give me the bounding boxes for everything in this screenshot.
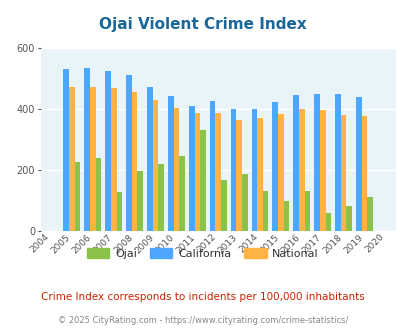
Bar xyxy=(361,115,367,231)
Bar xyxy=(96,158,101,231)
Bar xyxy=(194,113,200,231)
Bar xyxy=(179,156,184,231)
Bar xyxy=(152,100,158,231)
Bar xyxy=(63,69,69,231)
Bar xyxy=(236,120,241,231)
Bar xyxy=(230,109,236,231)
Bar xyxy=(272,102,277,231)
Bar xyxy=(90,86,96,231)
Bar xyxy=(334,94,340,231)
Text: © 2025 CityRating.com - https://www.cityrating.com/crime-statistics/: © 2025 CityRating.com - https://www.city… xyxy=(58,316,347,325)
Bar xyxy=(241,174,247,231)
Bar xyxy=(105,71,111,231)
Legend: Ojai, California, National: Ojai, California, National xyxy=(83,244,322,263)
Bar xyxy=(137,172,143,231)
Bar xyxy=(283,201,289,231)
Bar xyxy=(345,206,351,231)
Bar xyxy=(158,164,164,231)
Bar xyxy=(293,95,298,231)
Bar xyxy=(355,97,361,231)
Bar xyxy=(111,88,116,231)
Bar xyxy=(313,94,319,231)
Text: Ojai Violent Crime Index: Ojai Violent Crime Index xyxy=(99,17,306,32)
Bar xyxy=(147,86,152,231)
Text: Crime Index corresponds to incidents per 100,000 inhabitants: Crime Index corresponds to incidents per… xyxy=(41,292,364,302)
Bar xyxy=(304,191,309,231)
Bar xyxy=(277,114,283,231)
Bar xyxy=(84,68,90,231)
Bar xyxy=(126,75,132,231)
Bar xyxy=(220,180,226,231)
Bar xyxy=(168,96,173,231)
Bar xyxy=(209,101,215,231)
Bar xyxy=(262,191,268,231)
Bar xyxy=(215,113,220,231)
Bar xyxy=(173,108,179,231)
Bar xyxy=(132,91,137,231)
Bar xyxy=(200,130,205,231)
Bar xyxy=(75,162,80,231)
Bar xyxy=(188,106,194,231)
Bar xyxy=(298,109,304,231)
Bar xyxy=(251,109,256,231)
Bar xyxy=(69,87,75,231)
Bar xyxy=(256,118,262,231)
Bar xyxy=(340,115,345,231)
Bar xyxy=(319,110,325,231)
Bar xyxy=(116,192,122,231)
Bar xyxy=(325,213,330,231)
Bar xyxy=(367,197,372,231)
